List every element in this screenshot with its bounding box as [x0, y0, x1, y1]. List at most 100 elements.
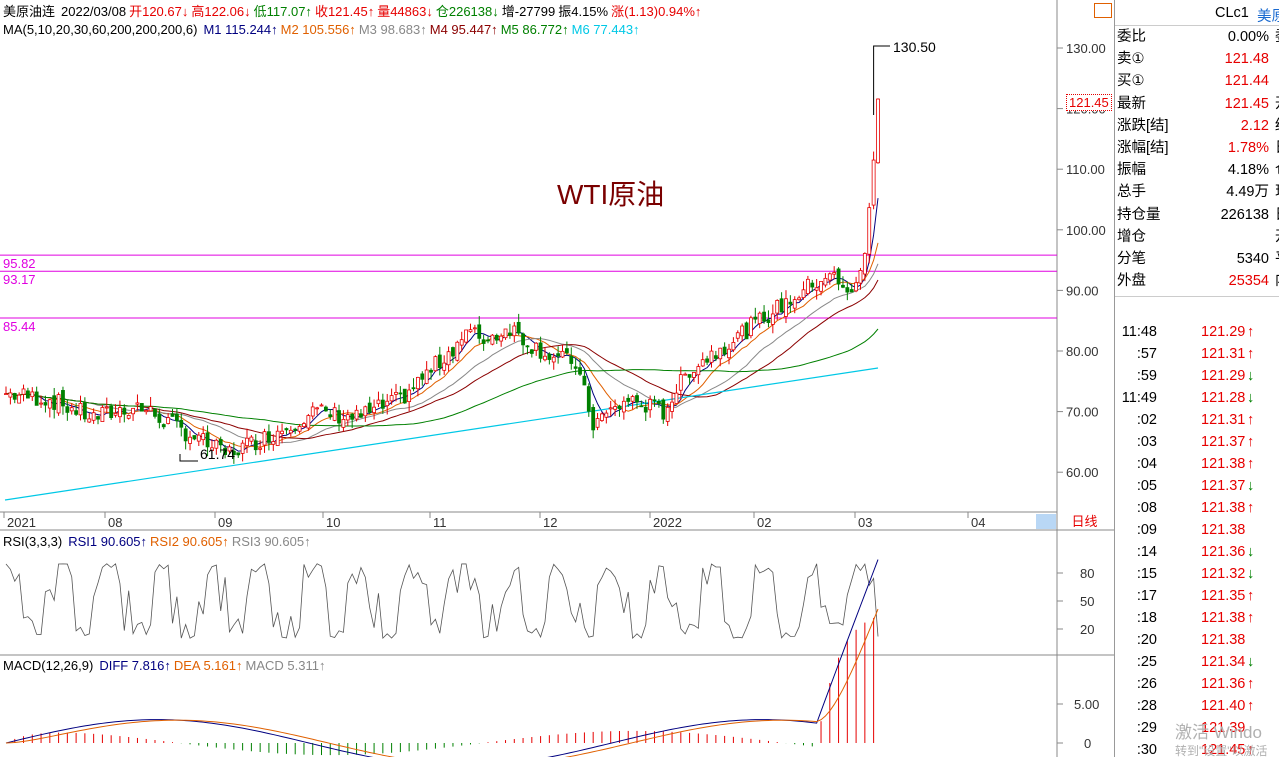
candle-body	[788, 301, 793, 305]
quote-row-value: 4.49万	[1226, 184, 1269, 201]
candle-body	[499, 335, 504, 342]
period-daily-button[interactable]: 日线	[1071, 514, 1098, 529]
candle-body	[705, 358, 710, 363]
tick-row: :26 121.36 ↑	[1117, 673, 1277, 695]
quote-row-label: 委比	[1117, 29, 1146, 45]
candle-body	[56, 394, 61, 414]
candle-body	[797, 297, 802, 301]
candle-body	[687, 374, 692, 378]
candle-body	[876, 98, 880, 164]
candle-body	[284, 428, 289, 431]
candle-body	[494, 334, 499, 341]
tick-price: 121.36	[1201, 544, 1246, 560]
candle-body	[871, 159, 876, 206]
candle-body	[490, 334, 495, 345]
tick-direction-icon: ↑	[1247, 324, 1255, 340]
candle-body	[367, 402, 372, 413]
candle-body	[595, 418, 600, 428]
candle-body	[867, 207, 872, 255]
tick-row: :04 121.38 ↑	[1117, 453, 1277, 475]
x-axis-label: 02	[757, 515, 771, 530]
candle-body	[293, 428, 298, 431]
candle-body	[179, 419, 184, 428]
candle-body	[775, 300, 780, 314]
quote-row-cut-label: 委	[1275, 26, 1279, 48]
quote-row: 最新 121.45 开	[1117, 93, 1279, 115]
candle-body	[267, 431, 271, 443]
quote-row-value: 2.12	[1240, 117, 1269, 134]
quote-row-value: 25354	[1228, 273, 1269, 290]
low-marker-line	[179, 454, 198, 462]
x-axis-label: 10	[326, 515, 340, 530]
candle-body	[407, 389, 412, 402]
quote-row: 买① 121.44	[1117, 70, 1277, 92]
quote-row-cut-label: 内	[1275, 270, 1279, 292]
tick-price: 121.31	[1201, 346, 1246, 362]
tick-time: :25	[1136, 654, 1157, 670]
candle-body	[823, 277, 828, 286]
candle-body	[170, 413, 175, 417]
candle-body	[753, 316, 758, 320]
quote-row-value: 121.44	[1224, 73, 1269, 90]
quote-row-cut-label: 日	[1275, 204, 1279, 226]
macd-item: MACD(12,26,9)	[3, 658, 94, 673]
candle-body	[648, 398, 653, 411]
quote-summary-item: 2022/03/08	[61, 4, 127, 19]
candle-body	[118, 407, 122, 418]
candle-body	[131, 407, 135, 415]
tick-direction-icon: ↓	[1247, 544, 1255, 560]
quote-summary-item: 美原油连	[3, 4, 56, 19]
x-axis-label: 2021	[7, 515, 36, 530]
candle-body	[762, 311, 766, 322]
macd-indicator-header: MACD(12,26,9) DIFF 7.816↑ DEA 5.161↑ MACD 5…	[3, 658, 328, 674]
symbol-name-tab[interactable]: 美原	[1257, 9, 1279, 25]
tick-price: 121.36	[1201, 676, 1246, 692]
quote-row-label: 振幅	[1117, 162, 1146, 179]
candle-body	[144, 410, 149, 413]
quote-row: 总手 4.49万现	[1117, 181, 1279, 203]
scroll-to-latest-button[interactable]	[1036, 514, 1056, 529]
x-axis-label: 12	[543, 515, 557, 530]
candle-body	[683, 373, 688, 376]
moving-average-item: M2 105.556↑	[280, 22, 356, 37]
candle-body	[8, 392, 13, 398]
rsi-axis-label: 50	[1080, 594, 1094, 609]
tick-row: :14 121.36 ↓	[1117, 541, 1277, 563]
candle-body	[380, 399, 385, 409]
candle-body	[722, 346, 727, 355]
candle-body	[258, 447, 263, 450]
candle-body	[341, 419, 346, 428]
candle-body	[210, 447, 214, 452]
candle-body	[218, 439, 223, 446]
tick-time: :59	[1136, 368, 1157, 384]
candle-body	[192, 435, 197, 440]
tick-row: :28 121.40 ↑	[1117, 695, 1277, 717]
candle-body	[630, 396, 635, 402]
tick-time: :04	[1136, 456, 1157, 472]
tick-direction-icon: ↑	[1247, 698, 1255, 714]
candle-body	[420, 373, 425, 380]
candle-body	[74, 410, 79, 415]
candle-body	[827, 273, 832, 281]
quote-row-label: 分笔	[1117, 251, 1146, 267]
macd-item: DIFF 7.816↑	[99, 658, 171, 673]
macd-diff-line	[5, 559, 879, 757]
candle-body	[65, 406, 70, 413]
quote-row-value: 1.78%	[1227, 140, 1269, 156]
tick-row: :08 121.38 ↑	[1117, 497, 1277, 519]
candle-body	[157, 413, 162, 423]
chart-settings-icon[interactable]	[1094, 3, 1112, 18]
candle-body	[17, 394, 22, 404]
candle-body	[766, 319, 771, 323]
tick-direction-icon: ↓	[1247, 390, 1255, 406]
candle-body	[328, 414, 333, 417]
candle-body	[249, 436, 254, 442]
tick-time: :05	[1136, 478, 1157, 494]
candle-body	[757, 312, 762, 324]
candle-body	[792, 299, 797, 309]
candle-body	[205, 432, 210, 448]
high-marker-line	[873, 45, 890, 115]
candle-body	[433, 356, 438, 372]
tick-direction-icon: ↓	[1247, 368, 1255, 384]
